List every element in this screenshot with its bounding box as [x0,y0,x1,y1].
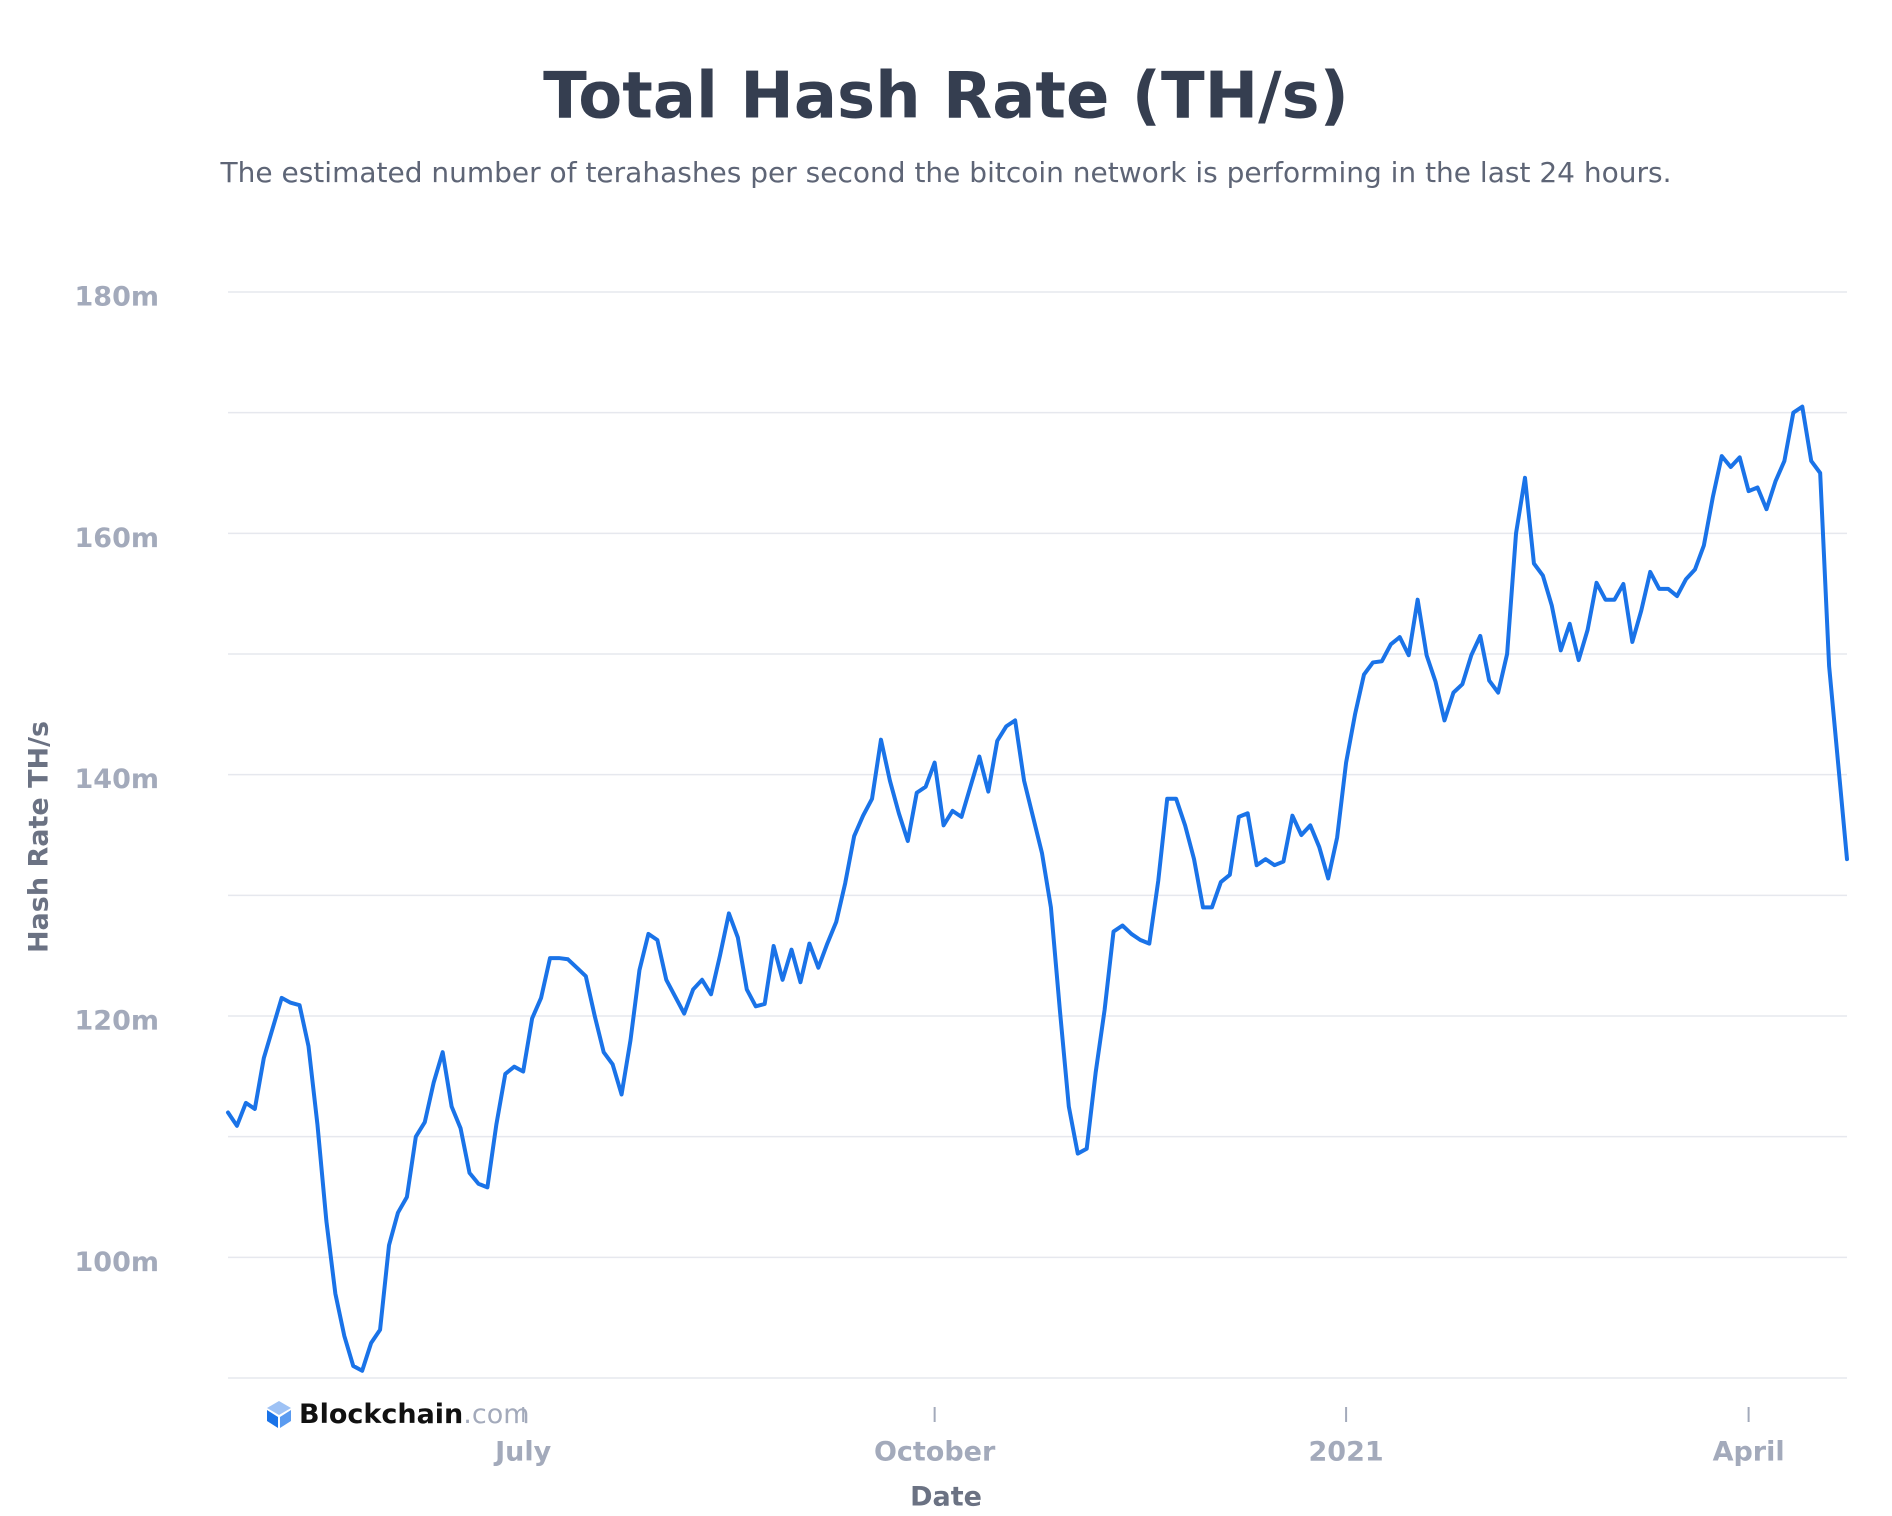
y-tick-label: 100m [75,1247,160,1278]
y-tick-label: 140m [75,764,160,795]
x-axis-label: Date [910,1482,982,1513]
logo-icon [280,1410,291,1428]
x-tick-label: July [493,1437,552,1468]
watermark-text: Blockchain.com [299,1399,530,1430]
watermark: Blockchain.com [267,1399,530,1430]
x-tick-label: April [1713,1437,1785,1468]
x-tick-label: October [874,1437,996,1468]
chart-subtitle: The estimated number of terahashes per s… [220,156,1672,189]
y-tick-label: 120m [75,1006,160,1037]
y-tick-label: 180m [75,282,160,313]
logo-icon [267,1401,291,1415]
watermark-suffix: .com [463,1399,529,1430]
y-tick-label: 160m [75,523,160,554]
x-tick-label: 2021 [1309,1437,1384,1468]
chart-title: Total Hash Rate (TH/s) [543,60,1349,134]
logo-icon [267,1410,278,1428]
y-axis-label: Hash Rate TH/s [24,721,55,953]
watermark-name: Blockchain [299,1399,463,1430]
line-series [226,404,1849,1373]
